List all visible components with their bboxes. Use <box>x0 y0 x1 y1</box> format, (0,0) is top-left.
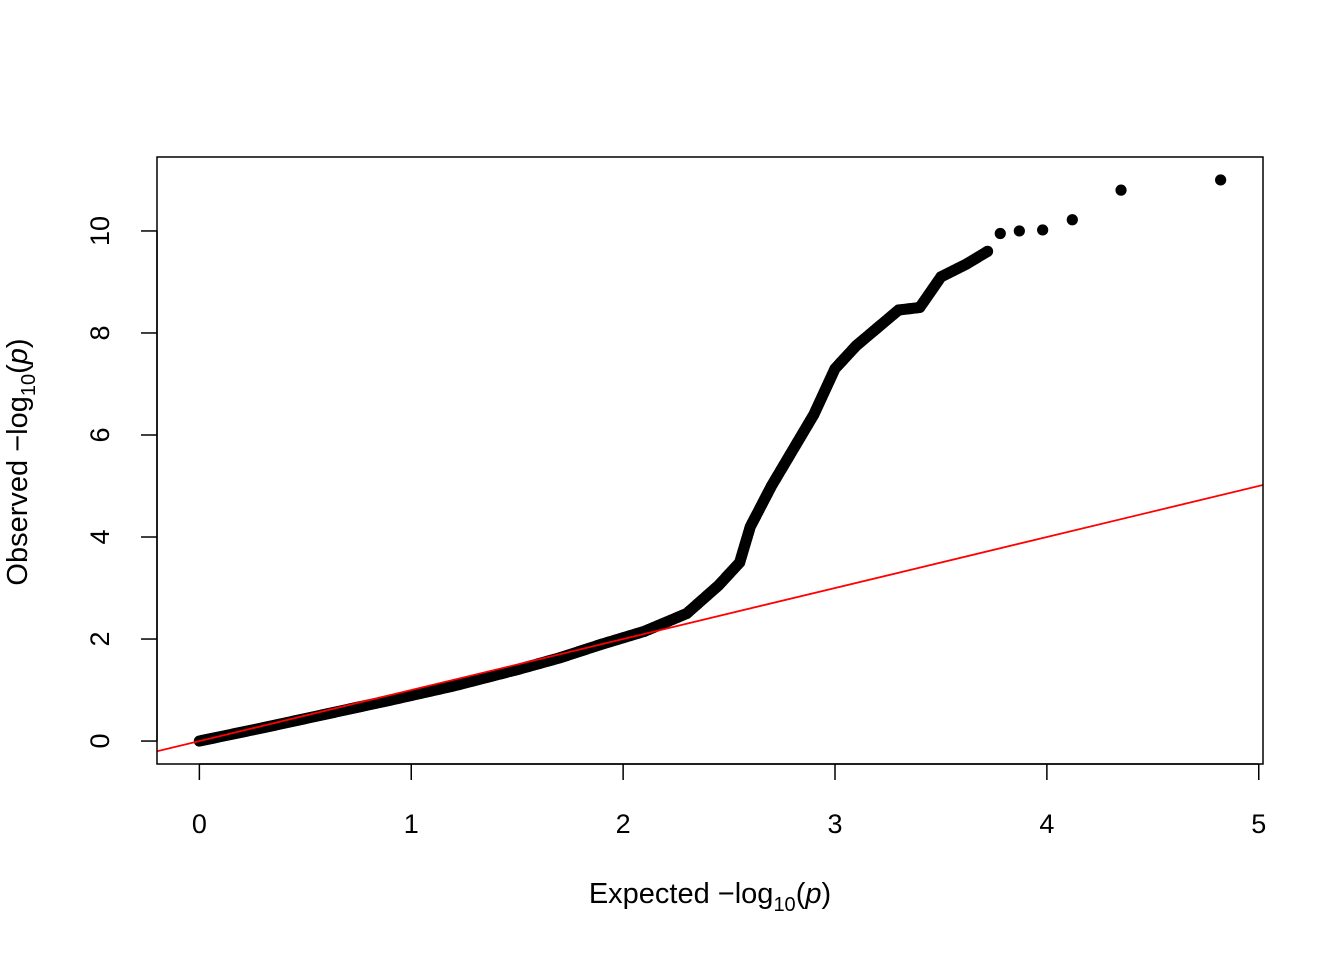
plot-frame <box>156 156 1264 765</box>
y-axis-title-var: p <box>2 348 34 365</box>
data-point <box>1115 184 1127 196</box>
y-tick-label: 2 <box>85 632 115 647</box>
x-axis-title-close: ) <box>822 878 832 910</box>
y-axis-title-prefix: Observed −log <box>2 396 34 585</box>
x-axis-title-open: ( <box>796 878 806 910</box>
plot-area <box>157 174 1263 753</box>
y-axis-title-subscript: 10 <box>18 374 40 396</box>
x-axis-title-var: p <box>804 878 821 910</box>
x-axis-title-prefix: Expected −log <box>589 878 774 910</box>
y-axis-title-open: ( <box>2 364 34 374</box>
x-axis-title: Expected −log10(p) <box>589 878 831 916</box>
x-tick-label: 1 <box>404 809 419 839</box>
y-tick-label: 10 <box>85 216 115 246</box>
y-tick-label: 6 <box>85 427 115 442</box>
data-point <box>1215 174 1227 186</box>
y-axis-title: Observed −log10(p) <box>2 338 40 585</box>
y-axis-title-close: ) <box>2 338 34 348</box>
y-tick-label: 0 <box>85 734 115 749</box>
y-axis: 0 2 4 6 8 10 <box>85 216 158 749</box>
x-tick-label: 2 <box>616 809 631 839</box>
y-tick-label: 4 <box>85 529 115 544</box>
x-tick-label: 5 <box>1251 809 1266 839</box>
reference-line <box>157 484 1263 753</box>
x-tick-label: 3 <box>827 809 842 839</box>
data-point <box>1013 225 1025 237</box>
x-axis: 0 1 2 3 4 5 <box>192 763 1266 839</box>
x-tick-label: 0 <box>192 809 207 839</box>
y-tick-label: 8 <box>85 325 115 340</box>
data-point <box>1037 224 1049 236</box>
x-axis-title-subscript: 10 <box>773 894 795 916</box>
data-point <box>1066 214 1078 226</box>
data-point <box>981 245 994 257</box>
x-tick-label: 4 <box>1039 809 1054 839</box>
data-point <box>994 227 1006 240</box>
